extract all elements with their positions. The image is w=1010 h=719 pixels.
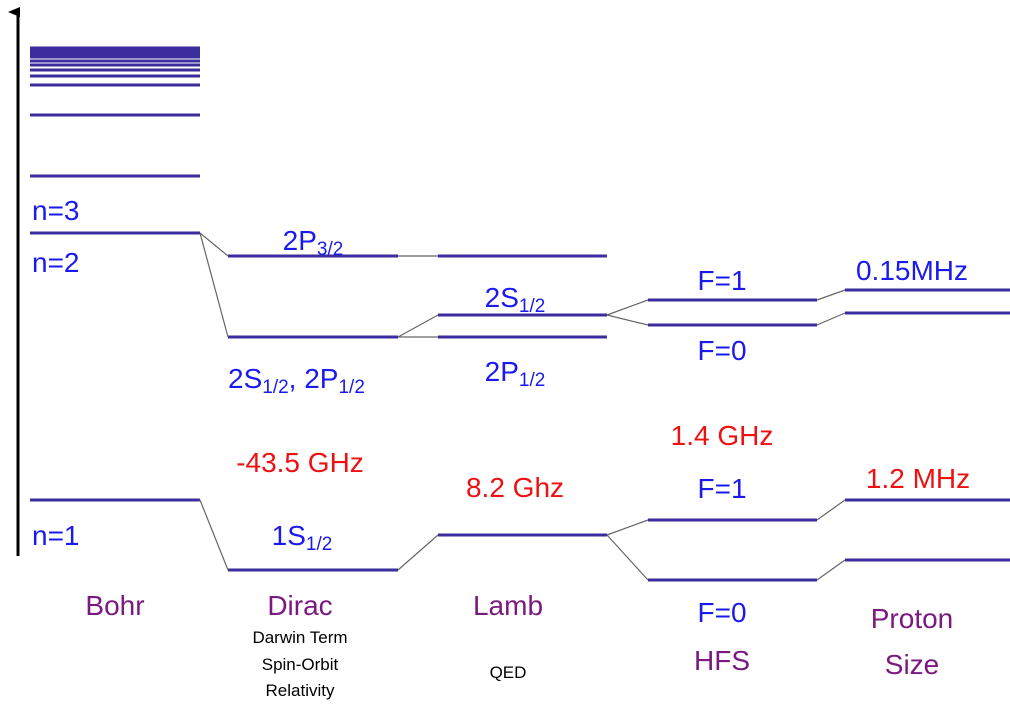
state-label: 2S1/2, 2P1/2: [228, 363, 365, 398]
shift-label: 1.4 GHz: [671, 420, 774, 451]
column-title: Proton: [871, 603, 954, 634]
state-sub: 1/2: [306, 534, 332, 555]
column-title: HFS: [694, 645, 750, 676]
note: Relativity: [266, 681, 335, 700]
state-sub: 3/2: [317, 239, 343, 260]
other-levels: [228, 254, 1010, 582]
shift-label: -43.5 GHz: [236, 447, 364, 478]
state-main: 2S: [485, 282, 519, 313]
state-label: 2P3/2: [283, 225, 344, 260]
level-label: n=2: [32, 247, 80, 278]
shapes: [8, 7, 1010, 582]
state-sub: 1/2: [338, 377, 364, 398]
state-label: 2P1/2: [485, 356, 546, 391]
state-label: 2S1/2: [485, 282, 546, 317]
state-label: F=0: [697, 597, 746, 628]
column-title: Dirac: [267, 590, 332, 621]
bohr-levels: [30, 46, 200, 502]
connectors: [199, 232, 846, 581]
state-label: F=1: [697, 473, 746, 504]
column-title: Size: [885, 649, 939, 680]
state-main: 2P: [283, 225, 317, 256]
state-main: , 2P: [289, 363, 339, 394]
state-main: 2S: [228, 363, 262, 394]
state-main: 2P: [485, 356, 519, 387]
state-label: F=0: [697, 335, 746, 366]
state-sub: 1/2: [262, 377, 288, 398]
note: QED: [490, 663, 527, 682]
state-label: F=1: [697, 265, 746, 296]
column-title: Bohr: [85, 590, 144, 621]
state-label: 1S1/2: [272, 520, 333, 555]
note: Darwin Term: [252, 628, 347, 647]
state-main: 1S: [272, 520, 306, 551]
shift-label: 1.2 MHz: [866, 463, 970, 494]
state-sub: 1/2: [519, 370, 545, 391]
level-label: n=1: [32, 520, 80, 551]
shift-label: 8.2 Ghz: [466, 472, 564, 503]
state-sub: 1/2: [519, 296, 545, 317]
shift-label: 0.15MHz: [856, 255, 968, 286]
column-title: Lamb: [473, 590, 543, 621]
level-label: n=3: [32, 195, 80, 226]
note: Spin-Orbit: [262, 655, 339, 674]
